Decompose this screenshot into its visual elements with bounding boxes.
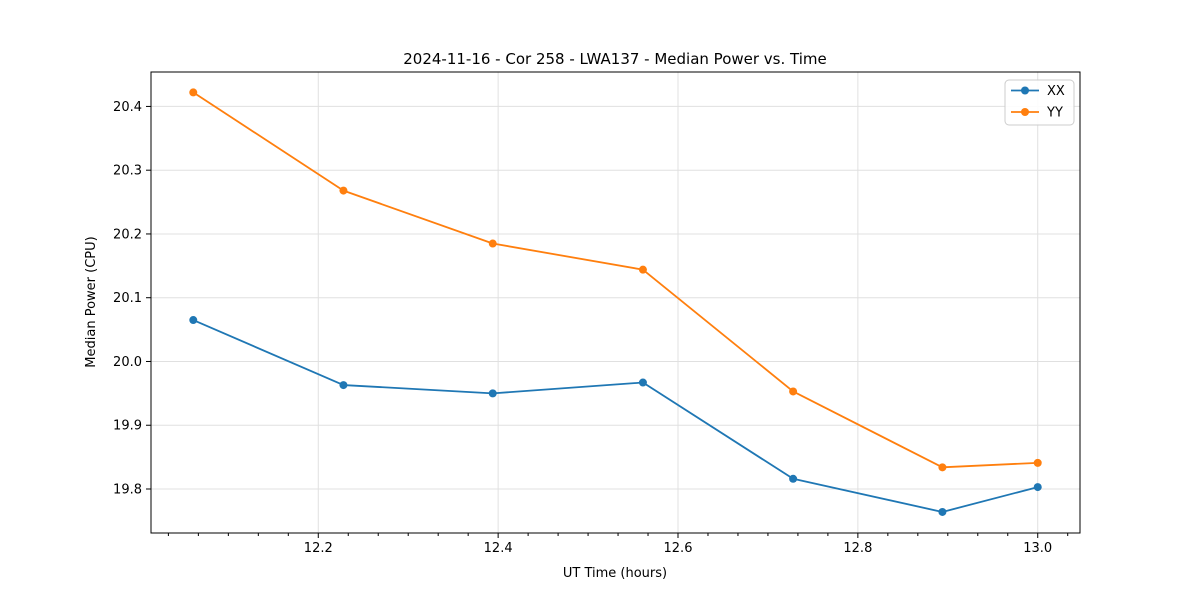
- series-layer: [189, 88, 1042, 516]
- y-tick-label: 20.0: [113, 355, 142, 370]
- data-point-yy: [938, 463, 947, 472]
- data-point-xx: [488, 389, 497, 398]
- data-point-yy: [789, 387, 798, 396]
- data-point-yy: [339, 186, 348, 195]
- y-tick-label: 20.2: [113, 227, 142, 242]
- y-tick-label: 19.8: [113, 483, 142, 498]
- data-point-xx: [938, 507, 947, 516]
- legend-label-xx: XX: [1047, 84, 1065, 99]
- data-point-yy: [638, 265, 647, 274]
- data-point-xx: [189, 316, 198, 325]
- data-point-xx: [1033, 483, 1042, 492]
- legend-marker-xx: [1021, 86, 1029, 95]
- x-tick-label: 12.6: [664, 541, 693, 556]
- data-point-xx: [789, 474, 798, 483]
- x-axis-label: UT Time (hours): [563, 566, 667, 581]
- x-tick-label: 12.8: [843, 541, 872, 556]
- ticks-layer: 12.2 12.4 12.6 12.8 13.0 19.8 19.9 20.0 20.1 20.2…: [113, 100, 1069, 556]
- y-tick-label: 20.4: [113, 100, 142, 115]
- axes-frame: [150, 71, 1081, 534]
- data-point-yy: [189, 88, 198, 97]
- series-line-xx: [192, 319, 1039, 513]
- legend-marker-yy: [1021, 108, 1029, 116]
- grid-layer: [151, 72, 1080, 533]
- data-point-xx: [638, 378, 647, 387]
- x-tick-label: 12.2: [304, 541, 333, 556]
- y-tick-label: 20.3: [113, 164, 142, 179]
- series-line-yy: [192, 91, 1039, 469]
- x-tick-label: 13.0: [1023, 541, 1052, 556]
- data-point-xx: [339, 381, 348, 390]
- y-tick-label: 20.1: [113, 291, 142, 306]
- legend: XX YY: [1004, 79, 1075, 126]
- chart-title: 2024-11-16 - Cor 258 - LWA137 - Median P…: [403, 50, 827, 68]
- data-point-yy: [488, 239, 497, 248]
- legend-label-yy: YY: [1046, 106, 1063, 121]
- y-tick-label: 19.9: [113, 419, 142, 434]
- y-axis-label: Median Power (CPU): [84, 236, 99, 367]
- x-tick-label: 12.4: [484, 541, 513, 556]
- data-point-yy: [1033, 458, 1042, 467]
